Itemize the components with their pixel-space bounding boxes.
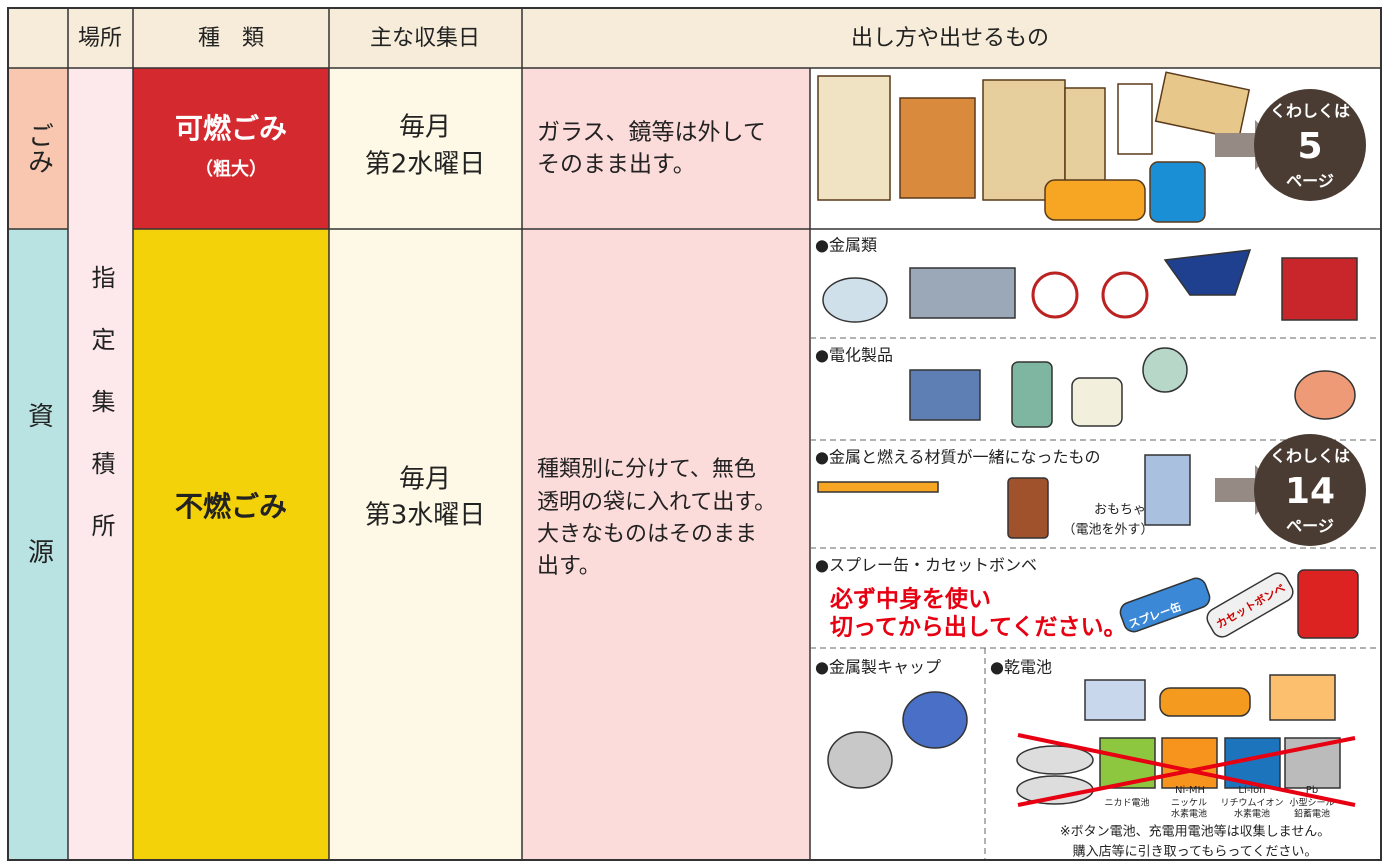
battery-caption: ニッケル bbox=[1171, 798, 1207, 809]
warning: 必ず中身を使い bbox=[830, 586, 991, 613]
type-note: （粗大） bbox=[195, 158, 267, 180]
battery-code: Li-ion bbox=[1238, 785, 1265, 796]
date: 第3水曜日 bbox=[365, 501, 486, 531]
header-cell: 主な収集日 bbox=[370, 26, 480, 51]
type: 可燃ごみ bbox=[175, 112, 287, 145]
cell-bg bbox=[522, 68, 810, 860]
section-label: ●電化製品 bbox=[815, 346, 893, 365]
date: 毎月 bbox=[399, 465, 451, 495]
cell-bg bbox=[133, 229, 329, 860]
header-cell: 種 類 bbox=[198, 26, 264, 51]
toy-label: おもちゃ bbox=[1094, 503, 1146, 518]
cell-bg bbox=[8, 229, 68, 860]
location: 指定集積所 bbox=[87, 265, 115, 575]
section-label: ●スプレー缶・カセットボンベ bbox=[815, 556, 1037, 575]
badge-lead: くわしくは bbox=[1270, 447, 1350, 466]
battery-caption: 水素電池 bbox=[1234, 808, 1270, 820]
badge-unit: ページ bbox=[1286, 172, 1334, 191]
cross bbox=[1017, 733, 1356, 807]
badge bbox=[1254, 434, 1366, 546]
method: 透明の袋に入れて出す。 bbox=[537, 490, 776, 515]
battery-code: Pb bbox=[1306, 785, 1318, 796]
section-label: ●金属と燃える材質が一緒になったもの bbox=[815, 448, 1100, 467]
category: ごみ bbox=[24, 122, 54, 174]
method: そのまま出す。 bbox=[537, 152, 696, 178]
method: 種類別に分けて、無色 bbox=[537, 457, 756, 482]
section-label: ●金属製キャップ bbox=[815, 658, 941, 677]
header-cell: 場所 bbox=[78, 26, 122, 51]
header-cell: 出し方や出せるもの bbox=[851, 26, 1049, 51]
cell-bg bbox=[68, 68, 133, 860]
note: ※ボタン電池、充電用電池等は収集しません。 bbox=[1060, 824, 1331, 840]
cell-bg bbox=[329, 68, 522, 860]
battery-caption: ニカド電池 bbox=[1104, 797, 1149, 809]
header-bg bbox=[8, 8, 1381, 68]
illustration bbox=[817, 249, 1359, 805]
battery-caption: 小型シール bbox=[1289, 798, 1334, 809]
date: 第2水曜日 bbox=[365, 150, 486, 180]
cell-bg bbox=[133, 68, 329, 229]
section-label: ●金属類 bbox=[815, 236, 877, 255]
toy-note: （電池を外す） bbox=[1062, 523, 1153, 538]
method: 大きなものはそのまま bbox=[537, 522, 757, 547]
badge bbox=[1254, 89, 1366, 201]
battery-caption: 水素電池 bbox=[1171, 808, 1207, 820]
date: 毎月 bbox=[399, 113, 451, 143]
warning: 切ってから出してください。 bbox=[830, 615, 1126, 641]
method: 出す。 bbox=[537, 554, 601, 579]
badge-page: 14 bbox=[1285, 471, 1335, 512]
illustration bbox=[817, 71, 1251, 223]
dividers bbox=[810, 337, 1381, 860]
grid bbox=[8, 8, 1381, 860]
sections: ●金属類 ●電化製品 ●金属と燃える材質が一緒になったもの ●スプレー缶・カセッ… bbox=[815, 236, 1154, 677]
type: 不燃ごみ bbox=[175, 490, 287, 523]
badge-unit: ページ bbox=[1286, 517, 1334, 536]
badge-page: 5 bbox=[1297, 126, 1322, 167]
border bbox=[7, 7, 1382, 861]
badge-lead: くわしくは bbox=[1270, 102, 1350, 121]
method: ガラス、鏡等は外して bbox=[537, 120, 766, 146]
battery-caption: 鉛蓄電池 bbox=[1294, 808, 1330, 820]
battery-caption: リチウムイオン bbox=[1220, 798, 1283, 809]
cell-bg bbox=[8, 68, 68, 229]
header: 場所 種 類 主な収集日 出し方や出せるもの bbox=[78, 26, 1049, 51]
section-label: ●乾電池 bbox=[990, 658, 1052, 677]
battery-code: Ni-MH bbox=[1175, 785, 1205, 796]
category: 資源 bbox=[24, 402, 54, 674]
note: 購入店等に引き取ってもらってください。 bbox=[1073, 844, 1318, 860]
battery-codes: Ni-MH Li-ion Pb ニカド電池 ニッケル 水素電池 リチウムイオン … bbox=[1104, 785, 1334, 820]
